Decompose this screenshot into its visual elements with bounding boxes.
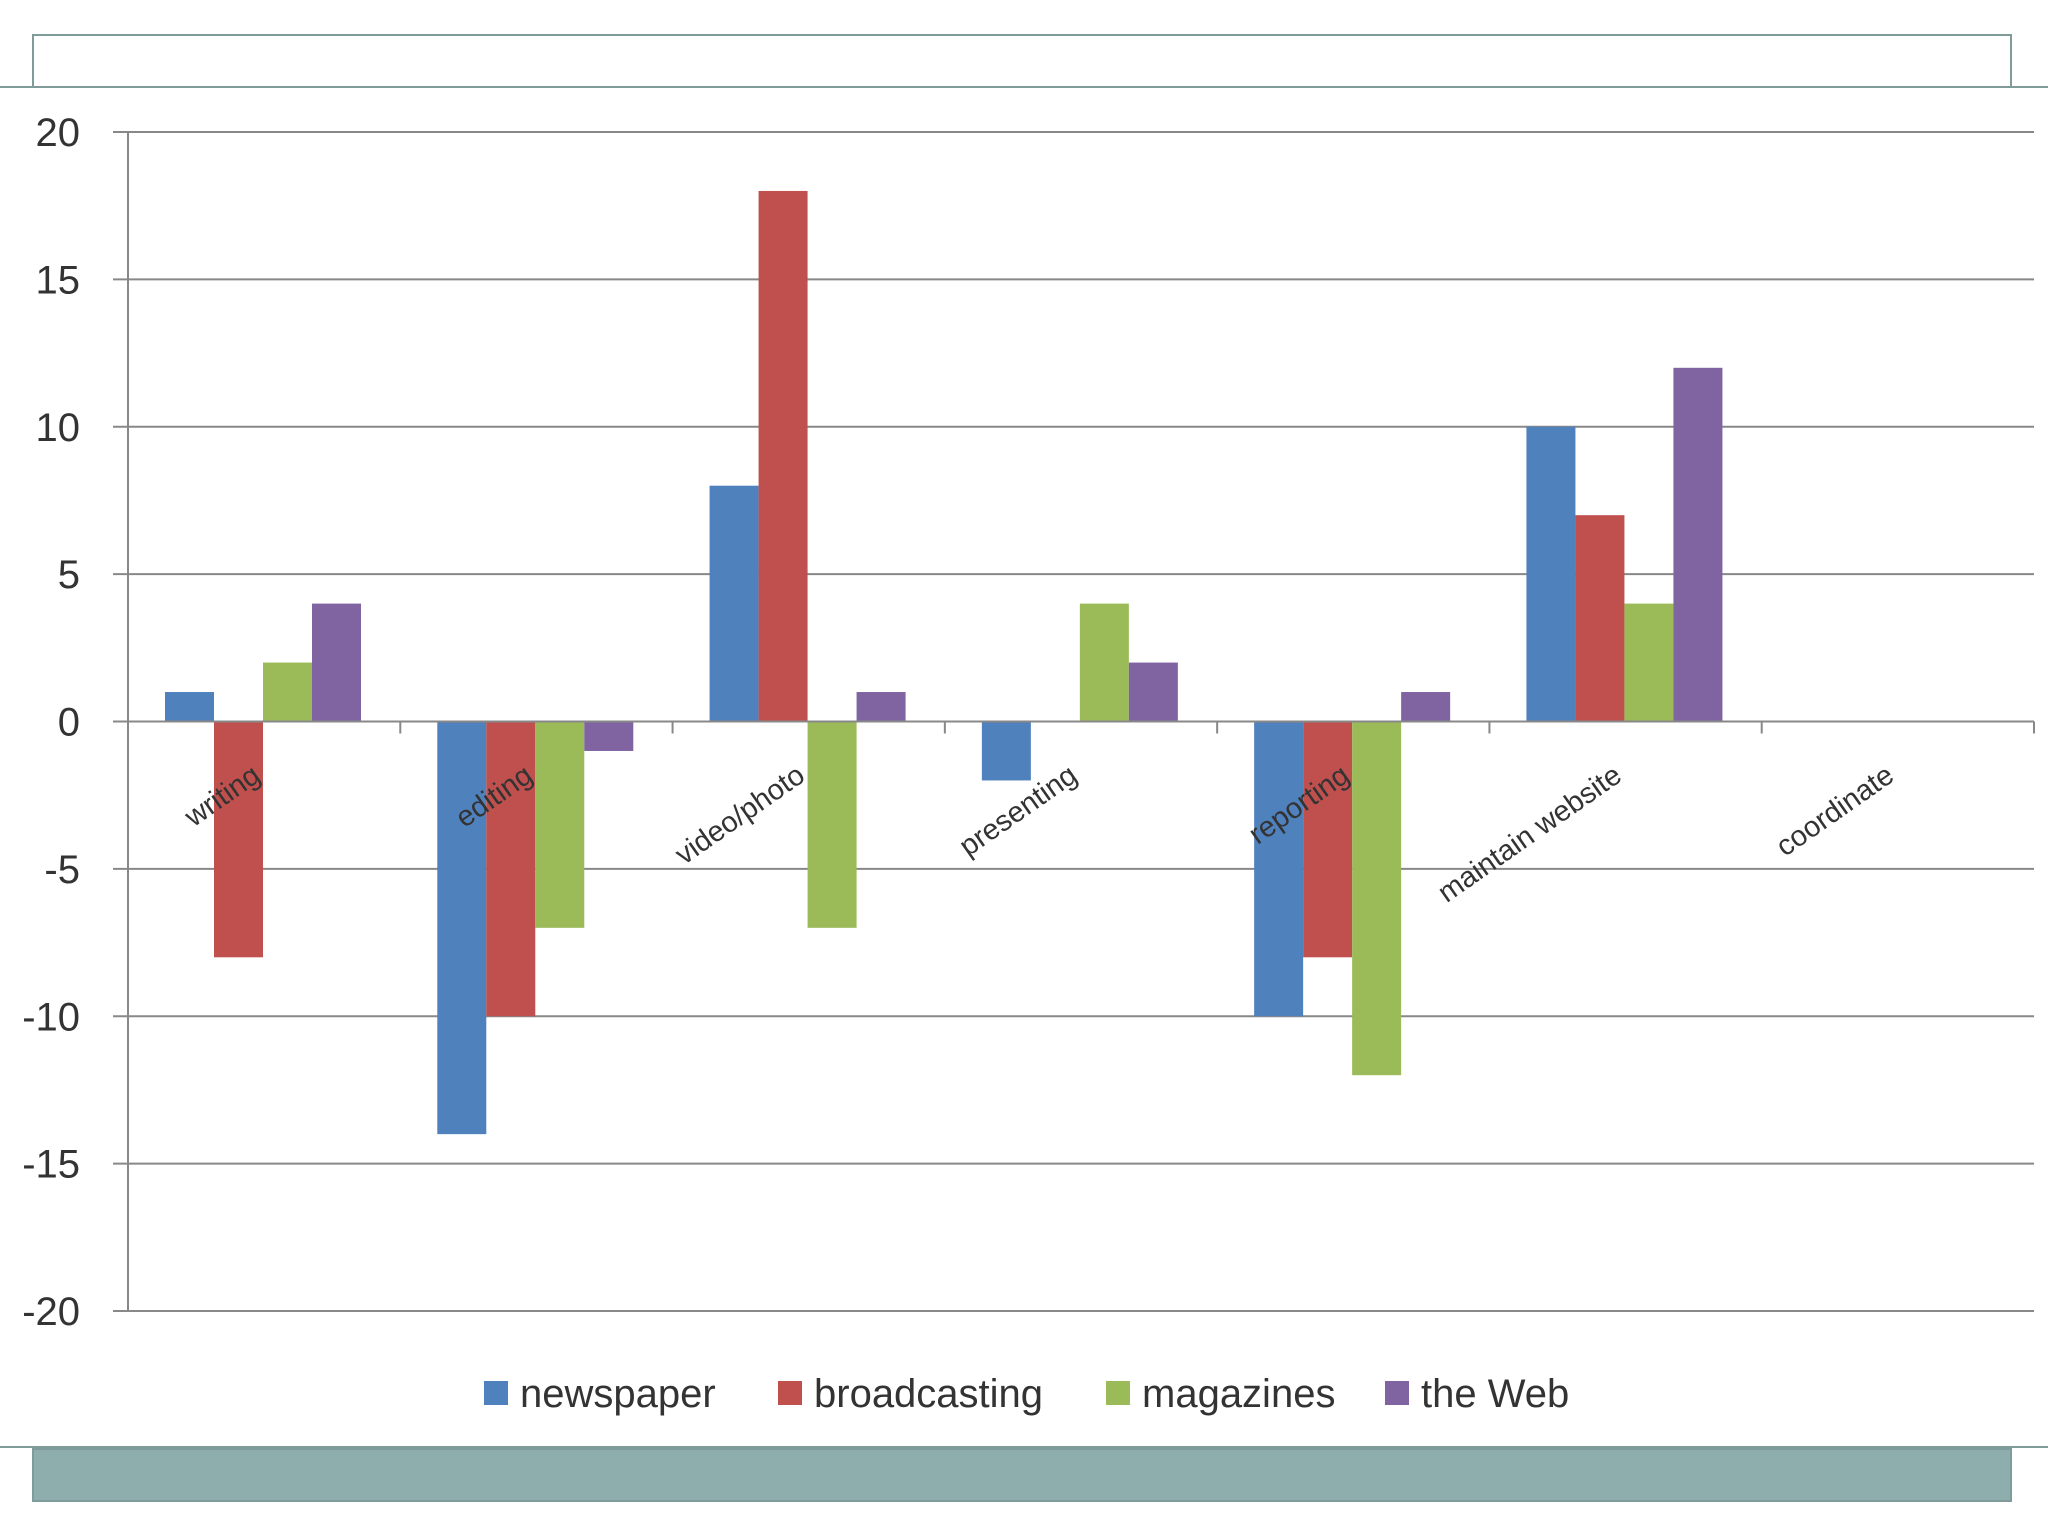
legend-item: the Web [1385,1372,1569,1416]
category-labels: writing editing video/photo presenting repor… [178,759,1900,909]
bar-magazines [263,662,312,722]
y-tick-label: -5 [44,848,80,892]
legend-label: the Web [1421,1372,1569,1416]
bar-broadcasting [1575,515,1625,722]
y-tick-label: 10 [36,406,81,450]
axes [127,132,2035,1311]
bottom-divider [0,1446,2048,1448]
y-axis-labels: 20 15 10 5 0 -5 -10 -15 -20 [22,111,80,1334]
legend-label: broadcasting [814,1372,1043,1416]
bar-the-web [1401,692,1451,722]
bar-magazines [1624,603,1674,722]
bar-magazines [1079,603,1129,722]
bar-newspaper [1254,721,1304,1017]
y-tick-label: 20 [36,111,81,155]
bar-the-web [312,603,361,722]
y-tick-label: -15 [22,1143,80,1187]
y-tick-label: 5 [58,553,80,597]
bar-broadcasting [1303,721,1353,958]
y-tick-label: -10 [22,995,80,1039]
bar-the-web [584,721,634,751]
top-divider [0,86,2048,88]
bar-magazines [535,721,585,928]
bar-the-web [1128,662,1178,722]
bar-magazines [1352,721,1402,1076]
legend-swatch [1106,1381,1130,1405]
bars [165,190,1723,1135]
slide-title-frame [32,34,2012,86]
bar-newspaper [437,721,487,1135]
bar-the-web [856,692,906,722]
legend-item: magazines [1106,1372,1335,1416]
y-tick-label: 0 [58,701,80,745]
bar-newspaper [165,692,214,722]
bar-magazines [807,721,857,928]
legend-swatch [1385,1381,1409,1405]
legend-item: newspaper [484,1372,716,1416]
y-tick-label: 15 [36,258,81,302]
category-label: video/photo [670,759,811,871]
bar-broadcasting [758,190,808,722]
bar-broadcasting [214,721,263,958]
legend-swatch [484,1381,508,1405]
bar-newspaper [709,485,759,722]
footer-bar [32,1448,2012,1502]
bar-newspaper [981,721,1031,781]
bar-newspaper [1526,426,1576,722]
y-tick-label: -20 [22,1290,80,1334]
bar-broadcasting [486,721,536,1017]
legend: newspaper broadcasting magazines the Web [484,1372,1569,1416]
legend-label: magazines [1142,1372,1335,1416]
legend-swatch [778,1381,802,1405]
legend-label: newspaper [520,1372,716,1416]
category-label: coordinate [1771,759,1900,863]
bar-the-web [1673,367,1723,722]
category-label: maintain website [1432,759,1627,909]
legend-item: broadcasting [778,1372,1043,1416]
